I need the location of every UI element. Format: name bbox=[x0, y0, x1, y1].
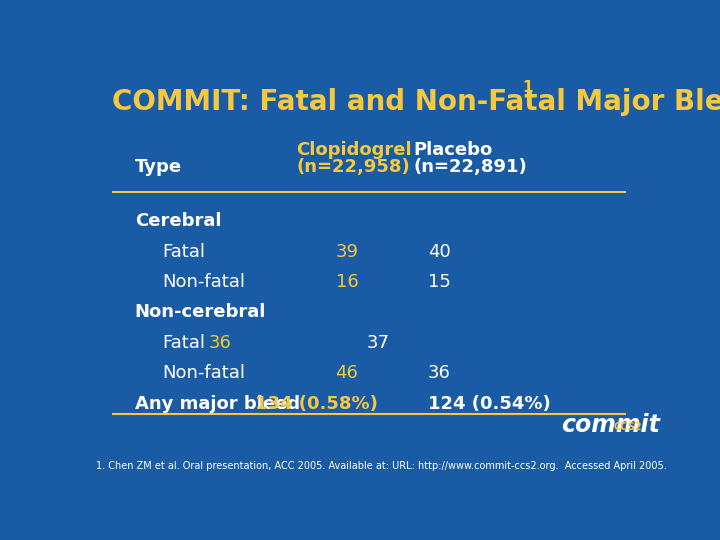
Text: commit: commit bbox=[562, 413, 660, 437]
Text: Fatal: Fatal bbox=[163, 243, 205, 261]
Text: Fatal: Fatal bbox=[163, 334, 205, 352]
Text: 46: 46 bbox=[336, 364, 359, 382]
Text: 134 (0.58%): 134 (0.58%) bbox=[255, 395, 377, 413]
Text: (n=22,891): (n=22,891) bbox=[413, 158, 527, 177]
Text: 1. Chen ZM et al. Oral presentation, ACC 2005. Available at: URL: http://www.com: 1. Chen ZM et al. Oral presentation, ACC… bbox=[96, 462, 666, 471]
Text: 36: 36 bbox=[428, 364, 451, 382]
Text: 1: 1 bbox=[523, 80, 533, 95]
Text: (n=22,958): (n=22,958) bbox=[297, 158, 410, 177]
Text: 16: 16 bbox=[336, 273, 359, 291]
Text: CCS2: CCS2 bbox=[613, 422, 642, 431]
Text: 124 (0.54%): 124 (0.54%) bbox=[428, 395, 550, 413]
Text: Clopidogrel: Clopidogrel bbox=[297, 141, 412, 159]
Text: Type: Type bbox=[135, 158, 181, 177]
Text: 40: 40 bbox=[428, 243, 450, 261]
Text: COMMIT: Fatal and Non-Fatal Major Bleeds: COMMIT: Fatal and Non-Fatal Major Bleeds bbox=[112, 87, 720, 116]
Text: Any major bleed: Any major bleed bbox=[135, 395, 300, 413]
Text: 39: 39 bbox=[336, 243, 359, 261]
Text: 37: 37 bbox=[366, 334, 390, 352]
Text: Non-fatal: Non-fatal bbox=[163, 273, 246, 291]
Text: 36: 36 bbox=[208, 334, 231, 352]
Text: 15: 15 bbox=[428, 273, 451, 291]
Text: Non-fatal: Non-fatal bbox=[163, 364, 246, 382]
Text: Non-cerebral: Non-cerebral bbox=[135, 303, 266, 321]
Text: Cerebral: Cerebral bbox=[135, 212, 221, 231]
Text: Placebo: Placebo bbox=[413, 141, 493, 159]
